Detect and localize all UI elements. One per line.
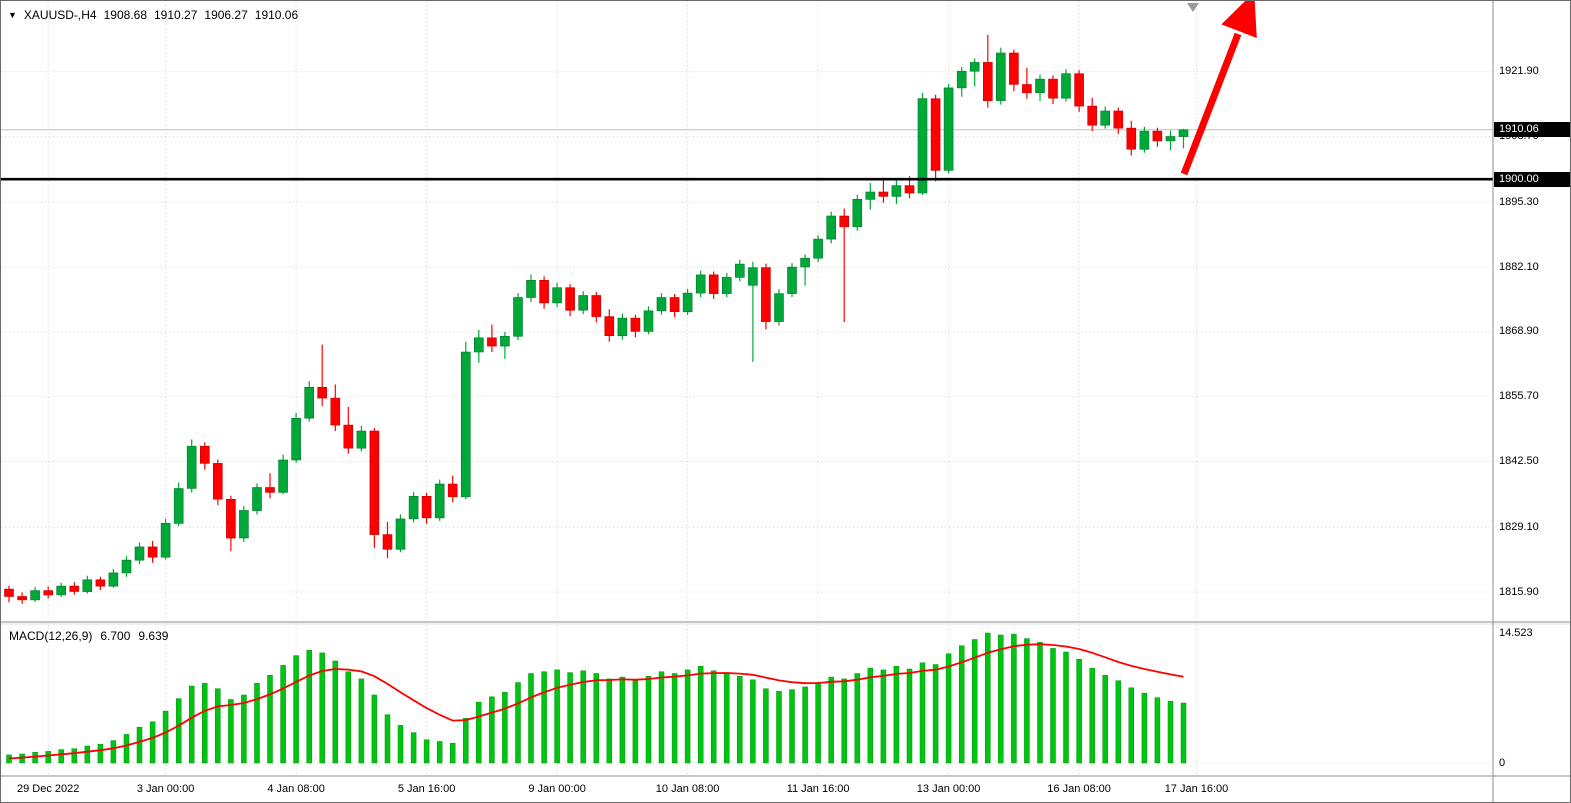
low-value: 1906.27 — [204, 8, 248, 22]
time-tick-label: 17 Jan 16:00 — [1164, 783, 1229, 795]
hline-price-badge: 1900.00 — [1494, 171, 1570, 187]
close-value: 1910.06 — [254, 8, 299, 22]
open-value: 1908.68 — [103, 8, 147, 22]
symbol-dropdown-icon[interactable]: ▼ — [8, 10, 17, 20]
price-tick-label: 1921.90 — [1499, 65, 1539, 78]
macd-axis-zero-label: 0 — [1499, 756, 1506, 769]
price-tick-label: 1895.30 — [1499, 195, 1539, 208]
macd-histogram — [6, 632, 1187, 764]
indicator-name: MACD(12,26,9) — [9, 629, 93, 643]
price-tick-label: 1829.10 — [1499, 520, 1539, 533]
time-tick-label: 9 Jan 00:00 — [528, 783, 586, 795]
time-tick-label: 5 Jan 16:00 — [397, 783, 456, 795]
grid-lines — [1, 1, 1493, 776]
time-tick-label: 4 Jan 08:00 — [267, 783, 325, 795]
price-tick-label: 1855.70 — [1499, 390, 1539, 403]
time-tick-label: 29 Dec 2022 — [16, 783, 80, 795]
time-tick-label: 3 Jan 00:00 — [136, 783, 195, 795]
price-tick-label: 1815.90 — [1499, 585, 1539, 598]
price-tick-label: 1868.90 — [1499, 325, 1539, 338]
indicator-signal-value: 9.639 — [138, 629, 169, 643]
trend-arrow[interactable] — [1180, 1, 1257, 176]
candles — [4, 34, 1189, 604]
time-tick-label: 11 Jan 16:00 — [786, 783, 850, 795]
macd-signal-line — [8, 643, 1184, 760]
indicator-macd-value: 6.700 — [100, 629, 131, 643]
time-tick-label: 10 Jan 08:00 — [655, 783, 720, 795]
macd-indicator-label: MACD(12,26,9) 6.700 9.639 — [9, 629, 168, 643]
symbol-timeframe: XAUUSD-,H4 — [23, 8, 97, 22]
time-tick-label: 16 Jan 08:00 — [1047, 783, 1111, 795]
time-tick-label: 13 Jan 00:00 — [916, 783, 981, 795]
price-tick-label: 1842.50 — [1499, 455, 1539, 467]
ohlc-readout: ▼ XAUUSD-,H4 1908.68 1910.27 1906.27 191… — [8, 8, 298, 22]
macd-axis-max-label: 14.523 — [1499, 626, 1533, 639]
high-value: 1910.27 — [154, 8, 198, 22]
price-tick-label: 1882.10 — [1499, 260, 1539, 273]
current-price-badge: 1910.06 — [1494, 122, 1570, 138]
chart-shift-marker-icon[interactable] — [1187, 3, 1199, 12]
